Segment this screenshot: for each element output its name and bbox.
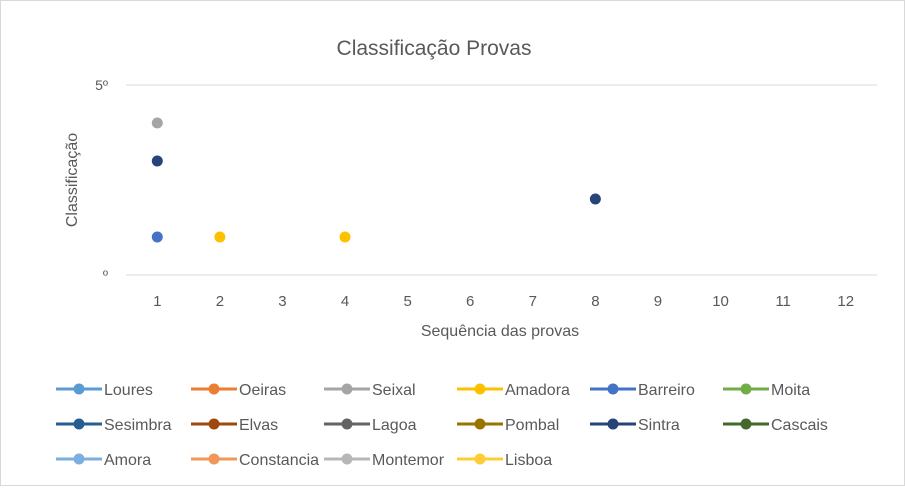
legend-item-loures: Loures bbox=[56, 382, 153, 399]
legend-label: Elvas bbox=[239, 417, 278, 434]
legend-label: Amadora bbox=[505, 382, 570, 399]
y-tick-label: º bbox=[103, 267, 108, 283]
legend-marker bbox=[474, 383, 486, 395]
legend-marker bbox=[607, 383, 619, 395]
y-axis-label: Classificação bbox=[64, 133, 81, 227]
legend-label: Cascais bbox=[771, 417, 828, 434]
x-axis-label: Sequência das provas bbox=[421, 323, 579, 340]
legend-label: Seixal bbox=[372, 382, 416, 399]
x-tick-label: 1 bbox=[153, 293, 161, 310]
x-tick-label: 10 bbox=[712, 293, 729, 310]
legend-label: Oeiras bbox=[239, 382, 286, 399]
legend-item-amora: Amora bbox=[56, 452, 151, 469]
data-point-sintra bbox=[589, 193, 601, 205]
legend-marker bbox=[341, 383, 353, 395]
gridlines bbox=[126, 84, 877, 276]
legend-label: Constancia bbox=[239, 452, 319, 469]
legend-label: Barreiro bbox=[638, 382, 695, 399]
legend-item-seixal: Seixal bbox=[324, 382, 416, 399]
legend-marker bbox=[73, 418, 85, 430]
x-tick-label: 11 bbox=[775, 293, 791, 310]
legend-item-oeiras: Oeiras bbox=[191, 382, 286, 399]
legend-marker bbox=[474, 453, 486, 465]
chart-title: Classificação Provas bbox=[337, 37, 532, 60]
legend-item-pombal: Pombal bbox=[457, 417, 559, 434]
y-tick-labels: 5º º bbox=[95, 77, 108, 283]
x-tick-label: 6 bbox=[466, 293, 474, 310]
y-tick-label: 5º bbox=[95, 77, 108, 93]
legend-marker bbox=[341, 418, 353, 430]
legend-label: Sesimbra bbox=[104, 417, 172, 434]
data-point-barreiro bbox=[151, 231, 163, 243]
x-tick-label: 5 bbox=[403, 293, 411, 310]
legend-marker bbox=[73, 383, 85, 395]
legend-item-lisboa: Lisboa bbox=[457, 452, 552, 469]
legend-label: Pombal bbox=[505, 417, 559, 434]
x-tick-label: 3 bbox=[278, 293, 286, 310]
legend-label: Loures bbox=[104, 382, 153, 399]
legend-marker bbox=[740, 418, 752, 430]
legend: Loures Oeiras Seixal Amadora Barreiro Moita Se… bbox=[56, 382, 828, 469]
x-tick-label: 4 bbox=[341, 293, 349, 310]
legend-item-sintra: Sintra bbox=[590, 417, 680, 434]
legend-item-constancia: Constancia bbox=[191, 452, 319, 469]
data-point-sintra bbox=[151, 155, 163, 167]
data-point-seixal bbox=[151, 117, 163, 129]
x-tick-label: 8 bbox=[591, 293, 599, 310]
legend-item-moita: Moita bbox=[723, 382, 810, 399]
data-point-amadora bbox=[214, 231, 226, 243]
legend-marker bbox=[73, 453, 85, 465]
x-tick-label: 9 bbox=[654, 293, 662, 310]
legend-marker bbox=[208, 383, 220, 395]
legend-label: Lagoa bbox=[372, 417, 417, 434]
legend-item-lagoa: Lagoa bbox=[324, 417, 417, 434]
legend-label: Sintra bbox=[638, 417, 680, 434]
legend-item-elvas: Elvas bbox=[191, 417, 278, 434]
x-tick-label: 7 bbox=[529, 293, 537, 310]
x-tick-label: 2 bbox=[216, 293, 224, 310]
legend-label: Montemor bbox=[372, 452, 445, 469]
x-tick-label: 12 bbox=[837, 293, 854, 310]
legend-item-barreiro: Barreiro bbox=[590, 382, 695, 399]
legend-item-amadora: Amadora bbox=[457, 382, 570, 399]
legend-item-cascais: Cascais bbox=[723, 417, 828, 434]
legend-marker bbox=[208, 418, 220, 430]
legend-marker bbox=[474, 418, 486, 430]
data-point-amadora bbox=[339, 231, 351, 243]
data-points bbox=[151, 117, 601, 243]
legend-item-sesimbra: Sesimbra bbox=[56, 417, 172, 434]
legend-marker bbox=[341, 453, 353, 465]
legend-marker bbox=[740, 383, 752, 395]
legend-item-montemor: Montemor bbox=[324, 452, 445, 469]
legend-label: Moita bbox=[771, 382, 810, 399]
legend-marker bbox=[208, 453, 220, 465]
legend-marker bbox=[607, 418, 619, 430]
legend-label: Lisboa bbox=[505, 452, 552, 469]
legend-label: Amora bbox=[104, 452, 151, 469]
x-tick-labels: 1 2 3 4 5 6 7 8 9 10 11 12 bbox=[153, 293, 854, 310]
